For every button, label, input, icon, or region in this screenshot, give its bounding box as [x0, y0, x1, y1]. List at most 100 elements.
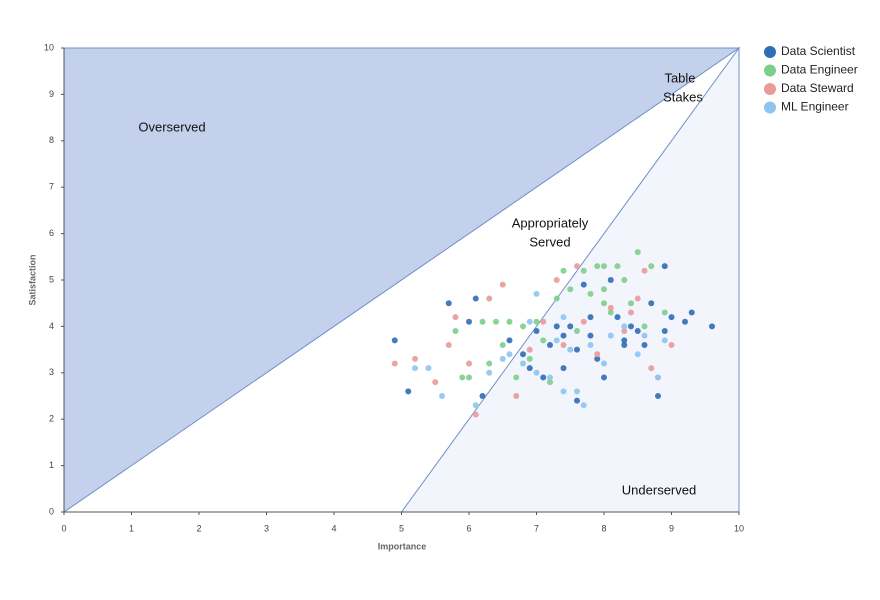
annotation: Overserved [138, 119, 205, 134]
point [486, 360, 493, 367]
point [628, 323, 634, 330]
point [540, 318, 547, 325]
x-tick-label: 7 [534, 523, 539, 533]
point [547, 341, 553, 348]
point [594, 351, 601, 358]
y-tick-label: 1 [49, 460, 54, 470]
point [391, 360, 398, 367]
point [580, 402, 587, 409]
point [547, 374, 553, 381]
point [661, 328, 668, 335]
point [641, 332, 648, 339]
point [533, 328, 540, 335]
point [607, 304, 614, 311]
y-axis-label: Satisfaction [27, 254, 37, 305]
x-tick-label: 6 [466, 523, 471, 533]
point [594, 263, 601, 270]
point [466, 360, 472, 367]
point [621, 337, 628, 344]
y-tick-label: 5 [49, 274, 54, 284]
point [661, 337, 668, 344]
annotation: Underserved [622, 482, 696, 497]
point [560, 341, 567, 348]
point [574, 397, 580, 404]
x-tick-label: 10 [734, 523, 744, 533]
point [553, 295, 560, 302]
point [688, 309, 695, 316]
point [493, 318, 499, 325]
point [432, 379, 439, 386]
point [533, 369, 540, 376]
point [445, 300, 452, 307]
point [601, 286, 607, 293]
point [513, 374, 520, 381]
point [472, 411, 479, 418]
point [540, 374, 547, 381]
point [580, 318, 587, 325]
point [479, 318, 486, 325]
x-axis-label: Importance [378, 541, 427, 551]
point [412, 355, 418, 362]
point [661, 263, 668, 270]
point [405, 388, 412, 395]
point [587, 290, 594, 297]
point [560, 314, 567, 321]
point [499, 355, 506, 362]
point [553, 323, 560, 330]
point [560, 332, 567, 339]
x-tick-label: 3 [264, 523, 269, 533]
point [425, 365, 432, 372]
point [513, 393, 520, 399]
point [506, 318, 513, 325]
point [452, 328, 459, 335]
point [682, 318, 688, 325]
y-tick-label: 6 [49, 228, 54, 238]
point [486, 295, 493, 302]
point [621, 277, 628, 283]
x-tick-label: 4 [331, 523, 336, 533]
point [499, 341, 506, 348]
point [634, 328, 641, 335]
point [587, 341, 594, 348]
point [520, 360, 526, 367]
x-tick-label: 0 [61, 523, 66, 533]
point [560, 388, 567, 395]
point [634, 351, 641, 358]
legend-label: Data Engineer [781, 63, 858, 77]
legend-marker [764, 101, 776, 114]
point [621, 328, 628, 335]
point [574, 263, 580, 270]
point [601, 300, 607, 307]
point [574, 346, 580, 353]
point [655, 374, 661, 381]
point [580, 281, 587, 288]
point [709, 323, 715, 330]
point [472, 295, 479, 302]
point [648, 365, 655, 372]
point [607, 309, 614, 316]
point [628, 309, 634, 316]
x-tick-label: 2 [196, 523, 201, 533]
point [614, 314, 621, 321]
point [641, 323, 648, 330]
point [614, 263, 621, 270]
point [587, 314, 594, 321]
point [520, 351, 526, 358]
point [391, 337, 398, 344]
point [587, 332, 594, 339]
point [547, 379, 553, 386]
point [520, 323, 526, 330]
point [601, 263, 607, 270]
x-tick-label: 9 [669, 523, 674, 533]
y-tick-label: 10 [44, 42, 54, 52]
legend-marker [764, 46, 776, 58]
point [526, 346, 533, 353]
point [506, 351, 513, 358]
point [567, 286, 574, 293]
point [574, 328, 580, 335]
point [607, 332, 614, 339]
point [634, 249, 641, 256]
point [439, 393, 445, 399]
point [479, 393, 486, 399]
